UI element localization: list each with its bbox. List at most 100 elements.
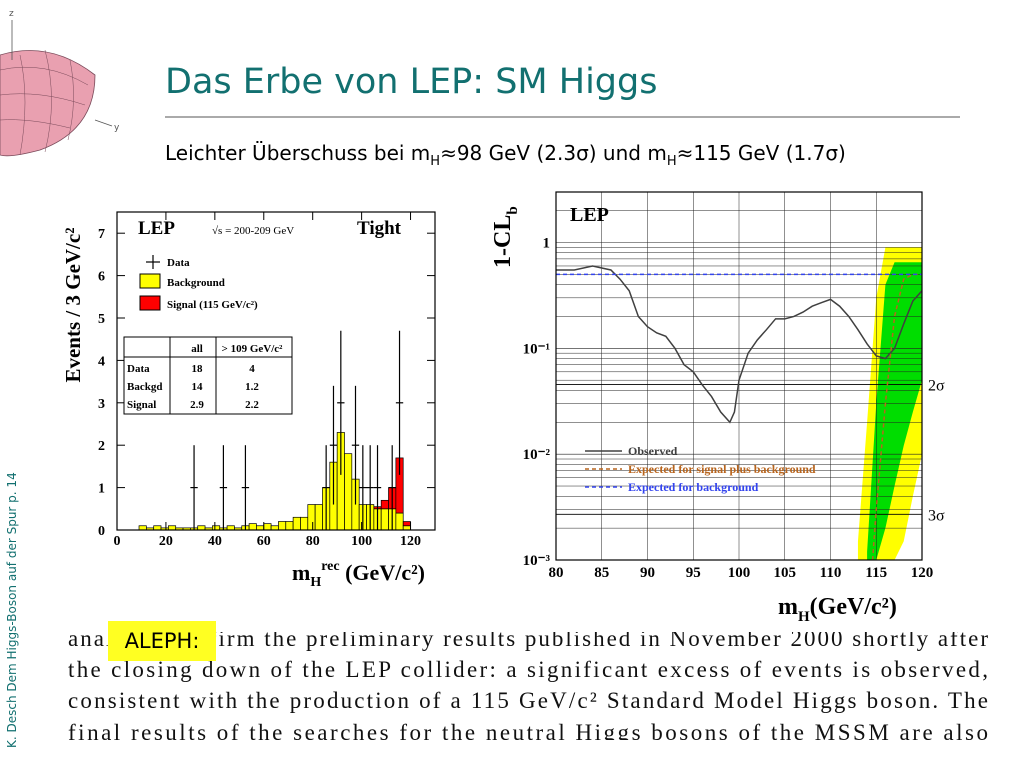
label: ALEPH: <box>125 629 200 653</box>
y-axis-label: Events / 3 GeV/c² <box>61 227 85 382</box>
label-box <box>108 621 216 661</box>
bar <box>278 521 287 531</box>
subtitle-part: ≈98 GeV (2.3σ) und m <box>440 141 667 165</box>
x-tick-label: 20 <box>159 534 173 549</box>
y-tick-label: 7 <box>98 227 105 242</box>
legend-swatch <box>139 273 161 289</box>
y-axis-label-part: 1-CL <box>490 215 516 268</box>
x-tick-label: 60 <box>257 534 271 549</box>
y-tick-label: 4 <box>98 354 105 369</box>
x-tick-label: 90 <box>640 565 655 581</box>
bar <box>344 453 353 531</box>
y-tick-label: 6 <box>98 270 105 285</box>
x-axis-label-part: H <box>798 609 810 625</box>
y-tick-label: 10⁻² <box>523 447 551 463</box>
bar <box>256 525 265 531</box>
x-tick-label: 95 <box>686 565 701 581</box>
bar <box>248 523 257 531</box>
bar <box>292 516 301 531</box>
table-cell: 1.2 <box>245 381 259 393</box>
table-cell: 2.9 <box>190 399 204 411</box>
x-tick-label: 0 <box>114 534 121 549</box>
bar <box>402 521 411 527</box>
bar <box>153 525 162 531</box>
subtitle-part: Leichter Überschuss bei m <box>165 141 430 165</box>
x-axis-label-part: H <box>310 575 321 590</box>
x-tick-label: 80 <box>549 565 564 581</box>
table-header: all <box>191 343 203 355</box>
bar <box>138 525 147 531</box>
histogram-chart: 0 20 40 60 80 100 120 0 1 2 3 4 5 6 7 LEP √s = 200-209 G… <box>61 211 436 590</box>
bar <box>226 525 235 531</box>
y-tick-label: 10⁻¹ <box>523 341 550 357</box>
x-tick-label: 105 <box>774 565 797 581</box>
x-axis-label-part: m <box>292 560 310 585</box>
legend-label: Background <box>167 277 225 289</box>
y-tick-label: 5 <box>98 312 105 327</box>
bar <box>285 521 294 531</box>
annotation: Tight <box>357 218 402 239</box>
svg-text:z: z <box>9 9 14 19</box>
bar <box>168 525 177 531</box>
plot-frame <box>555 191 923 561</box>
x-tick-label: 110 <box>820 565 842 581</box>
legend-label: Signal (115 GeV/c²) <box>167 299 258 311</box>
y-tick-label: 1 <box>543 235 551 251</box>
x-tick-label: 40 <box>208 534 222 549</box>
x-tick-label: 115 <box>865 565 887 581</box>
legend-label: Data <box>167 257 190 269</box>
table-cell: Data <box>127 363 150 375</box>
svg-text:y: y <box>114 123 120 133</box>
subtitle-part: ≈115 GeV (1.7σ) <box>677 141 846 165</box>
legend-label: Expected for signal plus background <box>628 462 816 476</box>
annotation: 3σ <box>928 507 945 524</box>
chart-title: LEP <box>138 218 175 239</box>
excerpt-line: final results of the searches for the ne… <box>68 720 988 745</box>
plot-area <box>556 192 922 560</box>
excerpt: analyses confirm the preliminary results… <box>68 632 988 745</box>
y-tick-label: 10⁻³ <box>523 553 551 569</box>
bar <box>300 516 309 531</box>
x-axis-label-part: m <box>778 594 798 620</box>
table-cell: Signal <box>127 399 156 411</box>
table-cell: 2.2 <box>245 399 259 411</box>
subtitle-sub: H <box>430 154 440 169</box>
x-axis-label: mHrec (GeV/c²) <box>292 559 425 590</box>
legend-label: Observed <box>628 444 678 458</box>
bar <box>270 525 279 531</box>
table-cell: 14 <box>192 381 204 393</box>
bar <box>197 525 206 531</box>
table-header: > 109 GeV/c² <box>222 343 284 355</box>
x-tick-label: 85 <box>594 565 609 581</box>
y-tick-label: 1 <box>98 482 105 497</box>
plot-frame <box>116 211 436 531</box>
y-tick-label: 3 <box>98 397 105 412</box>
bar <box>212 525 221 531</box>
y-axis-label: 1-CLb <box>490 206 521 268</box>
excerpt-line: consistent with the production of a 115 … <box>68 688 988 713</box>
bar <box>307 504 316 531</box>
series-line <box>871 273 922 560</box>
chart-title: LEP <box>570 204 609 226</box>
table-frame <box>123 336 293 415</box>
bar <box>263 523 272 531</box>
subtitle-sub: H <box>667 154 677 169</box>
bar <box>314 504 323 531</box>
legend-swatch <box>139 295 161 311</box>
subtitle: Leichter Überschuss bei mH≈98 GeV (2.3σ)… <box>165 141 846 169</box>
table-cell: 18 <box>192 363 204 375</box>
x-axis-label-part: (GeV/c²) <box>340 560 425 585</box>
x-axis-label: mH(GeV/c²) <box>778 594 897 625</box>
bowl-graphic: z y <box>0 9 120 157</box>
x-tick-label: 80 <box>306 534 320 549</box>
y-tick-label: 0 <box>98 524 105 539</box>
bar <box>402 525 411 531</box>
cl-chart: 2σ 3σ Observed Expected for signal plus bac… <box>490 191 945 625</box>
x-axis-label-part: rec <box>321 559 339 574</box>
table-cell: Backgd <box>127 381 162 393</box>
x-tick-label: 100 <box>351 534 372 549</box>
annotation: √s = 200-209 GeV <box>212 225 294 237</box>
y-axis-label-part: b <box>505 206 521 214</box>
x-tick-label: 100 <box>728 565 751 581</box>
